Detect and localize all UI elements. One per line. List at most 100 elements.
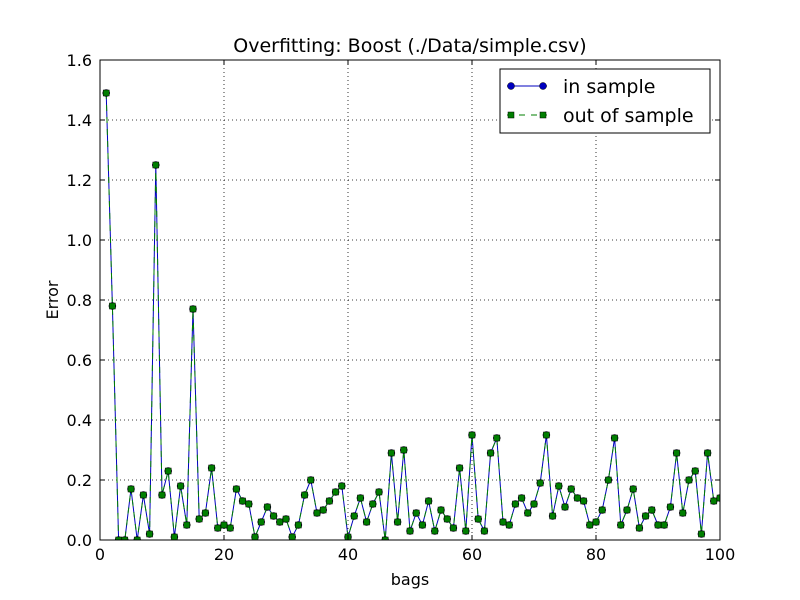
point-out-of-sample	[102, 89, 110, 97]
point-out-of-sample	[133, 536, 141, 540]
point-out-of-sample	[443, 515, 451, 523]
point-out-of-sample	[307, 476, 315, 484]
point-out-of-sample	[456, 464, 463, 472]
point-out-of-sample	[518, 494, 525, 502]
y-tick-label: 1.6	[67, 51, 92, 70]
y-tick-label: 0.2	[67, 471, 92, 490]
point-out-of-sample	[555, 482, 563, 490]
point-out-of-sample	[350, 512, 358, 520]
point-out-of-sample	[617, 521, 625, 529]
point-out-of-sample	[276, 518, 284, 526]
point-out-of-sample	[704, 449, 711, 457]
point-out-of-sample	[233, 485, 240, 493]
point-out-of-sample	[660, 521, 668, 529]
y-axis-label: Error	[43, 280, 62, 319]
point-out-of-sample	[202, 509, 209, 517]
point-out-of-sample	[264, 503, 271, 511]
point-out-of-sample	[394, 518, 401, 526]
legend-label-in-sample: in sample	[563, 76, 655, 98]
point-out-of-sample	[338, 482, 346, 490]
point-out-of-sample	[332, 488, 339, 496]
legend: in sample out of sample	[499, 68, 711, 134]
x-tick-label: 20	[214, 545, 234, 564]
point-out-of-sample	[214, 524, 222, 532]
point-out-of-sample	[605, 476, 612, 484]
point-out-of-sample	[536, 479, 544, 487]
point-out-of-sample	[400, 446, 408, 454]
point-out-of-sample	[431, 527, 439, 535]
point-out-of-sample	[586, 521, 594, 529]
point-out-of-sample	[369, 500, 377, 508]
legend-marker-in-sample	[507, 82, 515, 90]
point-out-of-sample	[629, 485, 637, 493]
point-out-of-sample	[208, 464, 215, 472]
point-out-of-sample	[301, 491, 308, 499]
point-out-of-sample	[177, 482, 184, 490]
legend-marker-in-sample	[539, 82, 547, 90]
point-out-of-sample	[239, 497, 246, 505]
point-out-of-sample	[598, 506, 606, 514]
point-out-of-sample	[505, 521, 513, 529]
point-out-of-sample	[468, 431, 476, 439]
point-out-of-sample	[580, 497, 587, 505]
point-out-of-sample	[319, 506, 327, 514]
point-out-of-sample	[412, 509, 420, 517]
point-out-of-sample	[487, 449, 494, 457]
point-out-of-sample	[648, 506, 656, 514]
series-line-out-of-sample	[105, 92, 720, 540]
point-out-of-sample	[710, 497, 718, 505]
point-out-of-sample	[574, 494, 581, 502]
point-out-of-sample	[406, 527, 414, 535]
point-out-of-sample	[561, 503, 569, 511]
point-out-of-sample	[195, 515, 203, 523]
point-out-of-sample	[679, 509, 687, 517]
point-out-of-sample	[592, 518, 600, 526]
point-out-of-sample	[499, 518, 507, 526]
point-out-of-sample	[691, 467, 699, 475]
point-out-of-sample	[146, 530, 153, 538]
x-tick-label: 80	[586, 545, 606, 564]
y-tick-label: 0.8	[67, 291, 92, 310]
point-out-of-sample	[158, 491, 166, 499]
point-out-of-sample	[115, 536, 122, 540]
point-out-of-sample	[251, 533, 259, 540]
point-out-of-sample	[189, 305, 197, 313]
point-out-of-sample	[381, 536, 389, 540]
point-out-of-sample	[270, 512, 277, 520]
x-axis-label: bags	[391, 570, 429, 589]
legend-box	[499, 68, 711, 134]
point-out-of-sample	[636, 524, 643, 532]
series-clip-group	[102, 89, 720, 540]
point-out-of-sample	[363, 518, 370, 526]
point-out-of-sample	[121, 536, 129, 540]
point-out-of-sample	[419, 521, 426, 529]
y-tick-label: 0.4	[67, 411, 92, 430]
point-out-of-sample	[183, 521, 191, 529]
point-out-of-sample	[524, 509, 532, 517]
point-out-of-sample	[567, 485, 575, 493]
point-out-of-sample	[388, 449, 395, 457]
point-out-of-sample	[716, 494, 720, 502]
point-out-of-sample	[623, 506, 631, 514]
point-out-of-sample	[437, 506, 445, 514]
x-tick-label: 0	[95, 545, 105, 564]
point-out-of-sample	[450, 524, 457, 532]
point-out-of-sample	[654, 521, 662, 529]
y-tick-label: 0.6	[67, 351, 92, 370]
point-out-of-sample	[282, 515, 290, 523]
legend-label-out-of-sample: out of sample	[563, 105, 694, 127]
y-tick-label: 1.2	[67, 171, 92, 190]
point-out-of-sample	[611, 434, 618, 442]
x-tick-label: 60	[462, 545, 482, 564]
point-out-of-sample	[152, 161, 160, 169]
legend-marker-out-of-sample	[507, 111, 515, 119]
point-out-of-sample	[375, 488, 383, 496]
point-out-of-sample	[474, 515, 482, 523]
point-out-of-sample	[226, 524, 234, 532]
y-tick-label: 0.0	[67, 531, 92, 550]
point-out-of-sample	[673, 449, 680, 457]
point-out-of-sample	[171, 533, 178, 540]
point-out-of-sample	[357, 494, 364, 502]
point-out-of-sample	[481, 527, 488, 535]
